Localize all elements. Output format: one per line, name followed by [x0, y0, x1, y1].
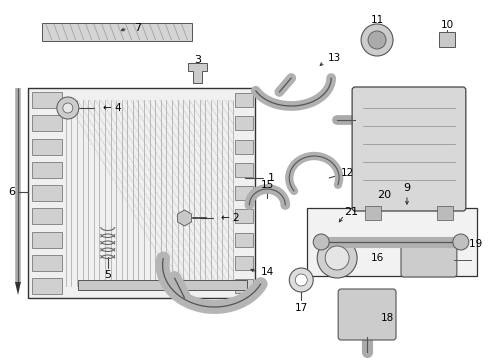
Bar — [78, 280, 247, 290]
Bar — [235, 116, 253, 130]
Bar — [235, 93, 253, 107]
Bar — [235, 233, 253, 247]
Text: 3: 3 — [194, 55, 201, 65]
Text: 15: 15 — [260, 180, 273, 190]
Text: 16: 16 — [370, 253, 383, 263]
FancyBboxPatch shape — [338, 289, 395, 340]
Text: 11: 11 — [370, 15, 383, 25]
Bar — [32, 139, 61, 154]
Bar — [32, 231, 61, 248]
Text: 6: 6 — [8, 187, 16, 197]
Bar — [235, 256, 253, 270]
Circle shape — [289, 268, 313, 292]
Bar — [235, 163, 253, 177]
Bar — [32, 208, 61, 224]
Text: 17: 17 — [294, 303, 307, 313]
Circle shape — [367, 31, 385, 49]
Bar — [32, 115, 61, 131]
Bar — [32, 162, 61, 178]
Circle shape — [325, 246, 348, 270]
Text: 10: 10 — [439, 20, 452, 30]
FancyBboxPatch shape — [351, 87, 465, 211]
Bar — [306, 208, 476, 276]
Bar — [32, 185, 61, 201]
Text: 9: 9 — [403, 183, 410, 193]
Text: 13: 13 — [327, 53, 340, 63]
Circle shape — [57, 97, 79, 119]
Circle shape — [317, 238, 356, 278]
Text: 21: 21 — [344, 207, 357, 217]
Bar — [42, 23, 191, 41]
Polygon shape — [187, 63, 207, 83]
Polygon shape — [15, 282, 21, 295]
Bar — [235, 279, 253, 293]
Bar — [365, 206, 380, 220]
Text: 5: 5 — [104, 270, 111, 280]
Circle shape — [63, 103, 73, 113]
Bar — [32, 92, 61, 108]
Bar — [32, 278, 61, 294]
Bar — [436, 206, 452, 220]
Circle shape — [295, 274, 306, 286]
FancyBboxPatch shape — [400, 243, 456, 277]
Circle shape — [452, 234, 468, 250]
Bar — [235, 186, 253, 200]
Text: 14: 14 — [260, 267, 273, 277]
Text: 8: 8 — [174, 281, 181, 291]
Text: ← 2: ← 2 — [221, 213, 240, 223]
Text: ← 19: ← 19 — [456, 239, 481, 249]
Text: 20: 20 — [376, 190, 390, 200]
Text: ← 4: ← 4 — [102, 103, 121, 113]
Text: 7: 7 — [134, 23, 141, 33]
Text: 12: 12 — [340, 168, 353, 178]
Text: 1: 1 — [267, 173, 274, 183]
Circle shape — [313, 234, 328, 250]
Bar — [235, 209, 253, 223]
Bar — [235, 140, 253, 153]
Text: 18: 18 — [380, 313, 393, 323]
Bar — [28, 88, 255, 298]
Circle shape — [360, 24, 392, 56]
Bar — [32, 255, 61, 271]
Polygon shape — [438, 32, 454, 47]
